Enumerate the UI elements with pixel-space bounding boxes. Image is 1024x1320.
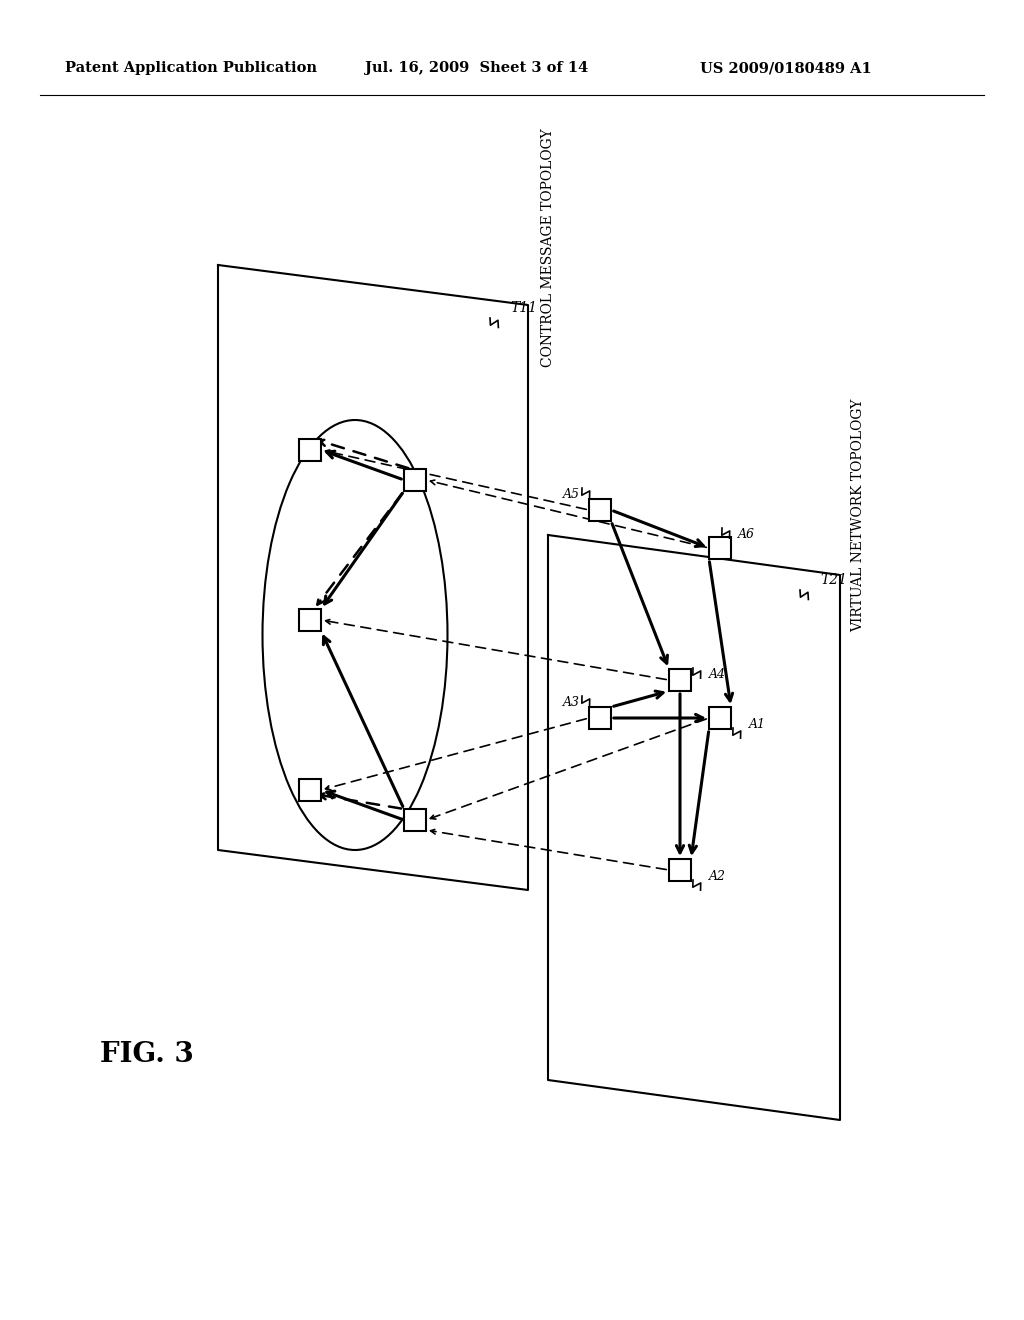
FancyBboxPatch shape bbox=[299, 779, 321, 801]
Text: US 2009/0180489 A1: US 2009/0180489 A1 bbox=[700, 61, 871, 75]
Text: VIRTUAL NETWORK TOPOLOGY: VIRTUAL NETWORK TOPOLOGY bbox=[851, 399, 865, 632]
Text: A6: A6 bbox=[738, 528, 755, 540]
FancyBboxPatch shape bbox=[589, 708, 611, 729]
Text: A1: A1 bbox=[749, 718, 766, 730]
Text: FIG. 3: FIG. 3 bbox=[100, 1041, 194, 1068]
FancyBboxPatch shape bbox=[669, 859, 691, 880]
Text: T21: T21 bbox=[820, 573, 847, 587]
FancyBboxPatch shape bbox=[709, 708, 731, 729]
Text: A3: A3 bbox=[563, 696, 580, 709]
Text: A2: A2 bbox=[709, 870, 726, 883]
Text: CONTROL MESSAGE TOPOLOGY: CONTROL MESSAGE TOPOLOGY bbox=[541, 128, 555, 367]
FancyBboxPatch shape bbox=[709, 537, 731, 558]
FancyBboxPatch shape bbox=[404, 809, 426, 832]
Text: A4: A4 bbox=[709, 668, 726, 681]
Text: T11: T11 bbox=[510, 301, 537, 315]
Text: Jul. 16, 2009  Sheet 3 of 14: Jul. 16, 2009 Sheet 3 of 14 bbox=[365, 61, 588, 75]
FancyBboxPatch shape bbox=[299, 440, 321, 461]
FancyBboxPatch shape bbox=[589, 499, 611, 521]
FancyBboxPatch shape bbox=[299, 609, 321, 631]
FancyBboxPatch shape bbox=[669, 669, 691, 690]
Text: A5: A5 bbox=[563, 487, 580, 500]
Text: Patent Application Publication: Patent Application Publication bbox=[65, 61, 317, 75]
FancyBboxPatch shape bbox=[404, 469, 426, 491]
